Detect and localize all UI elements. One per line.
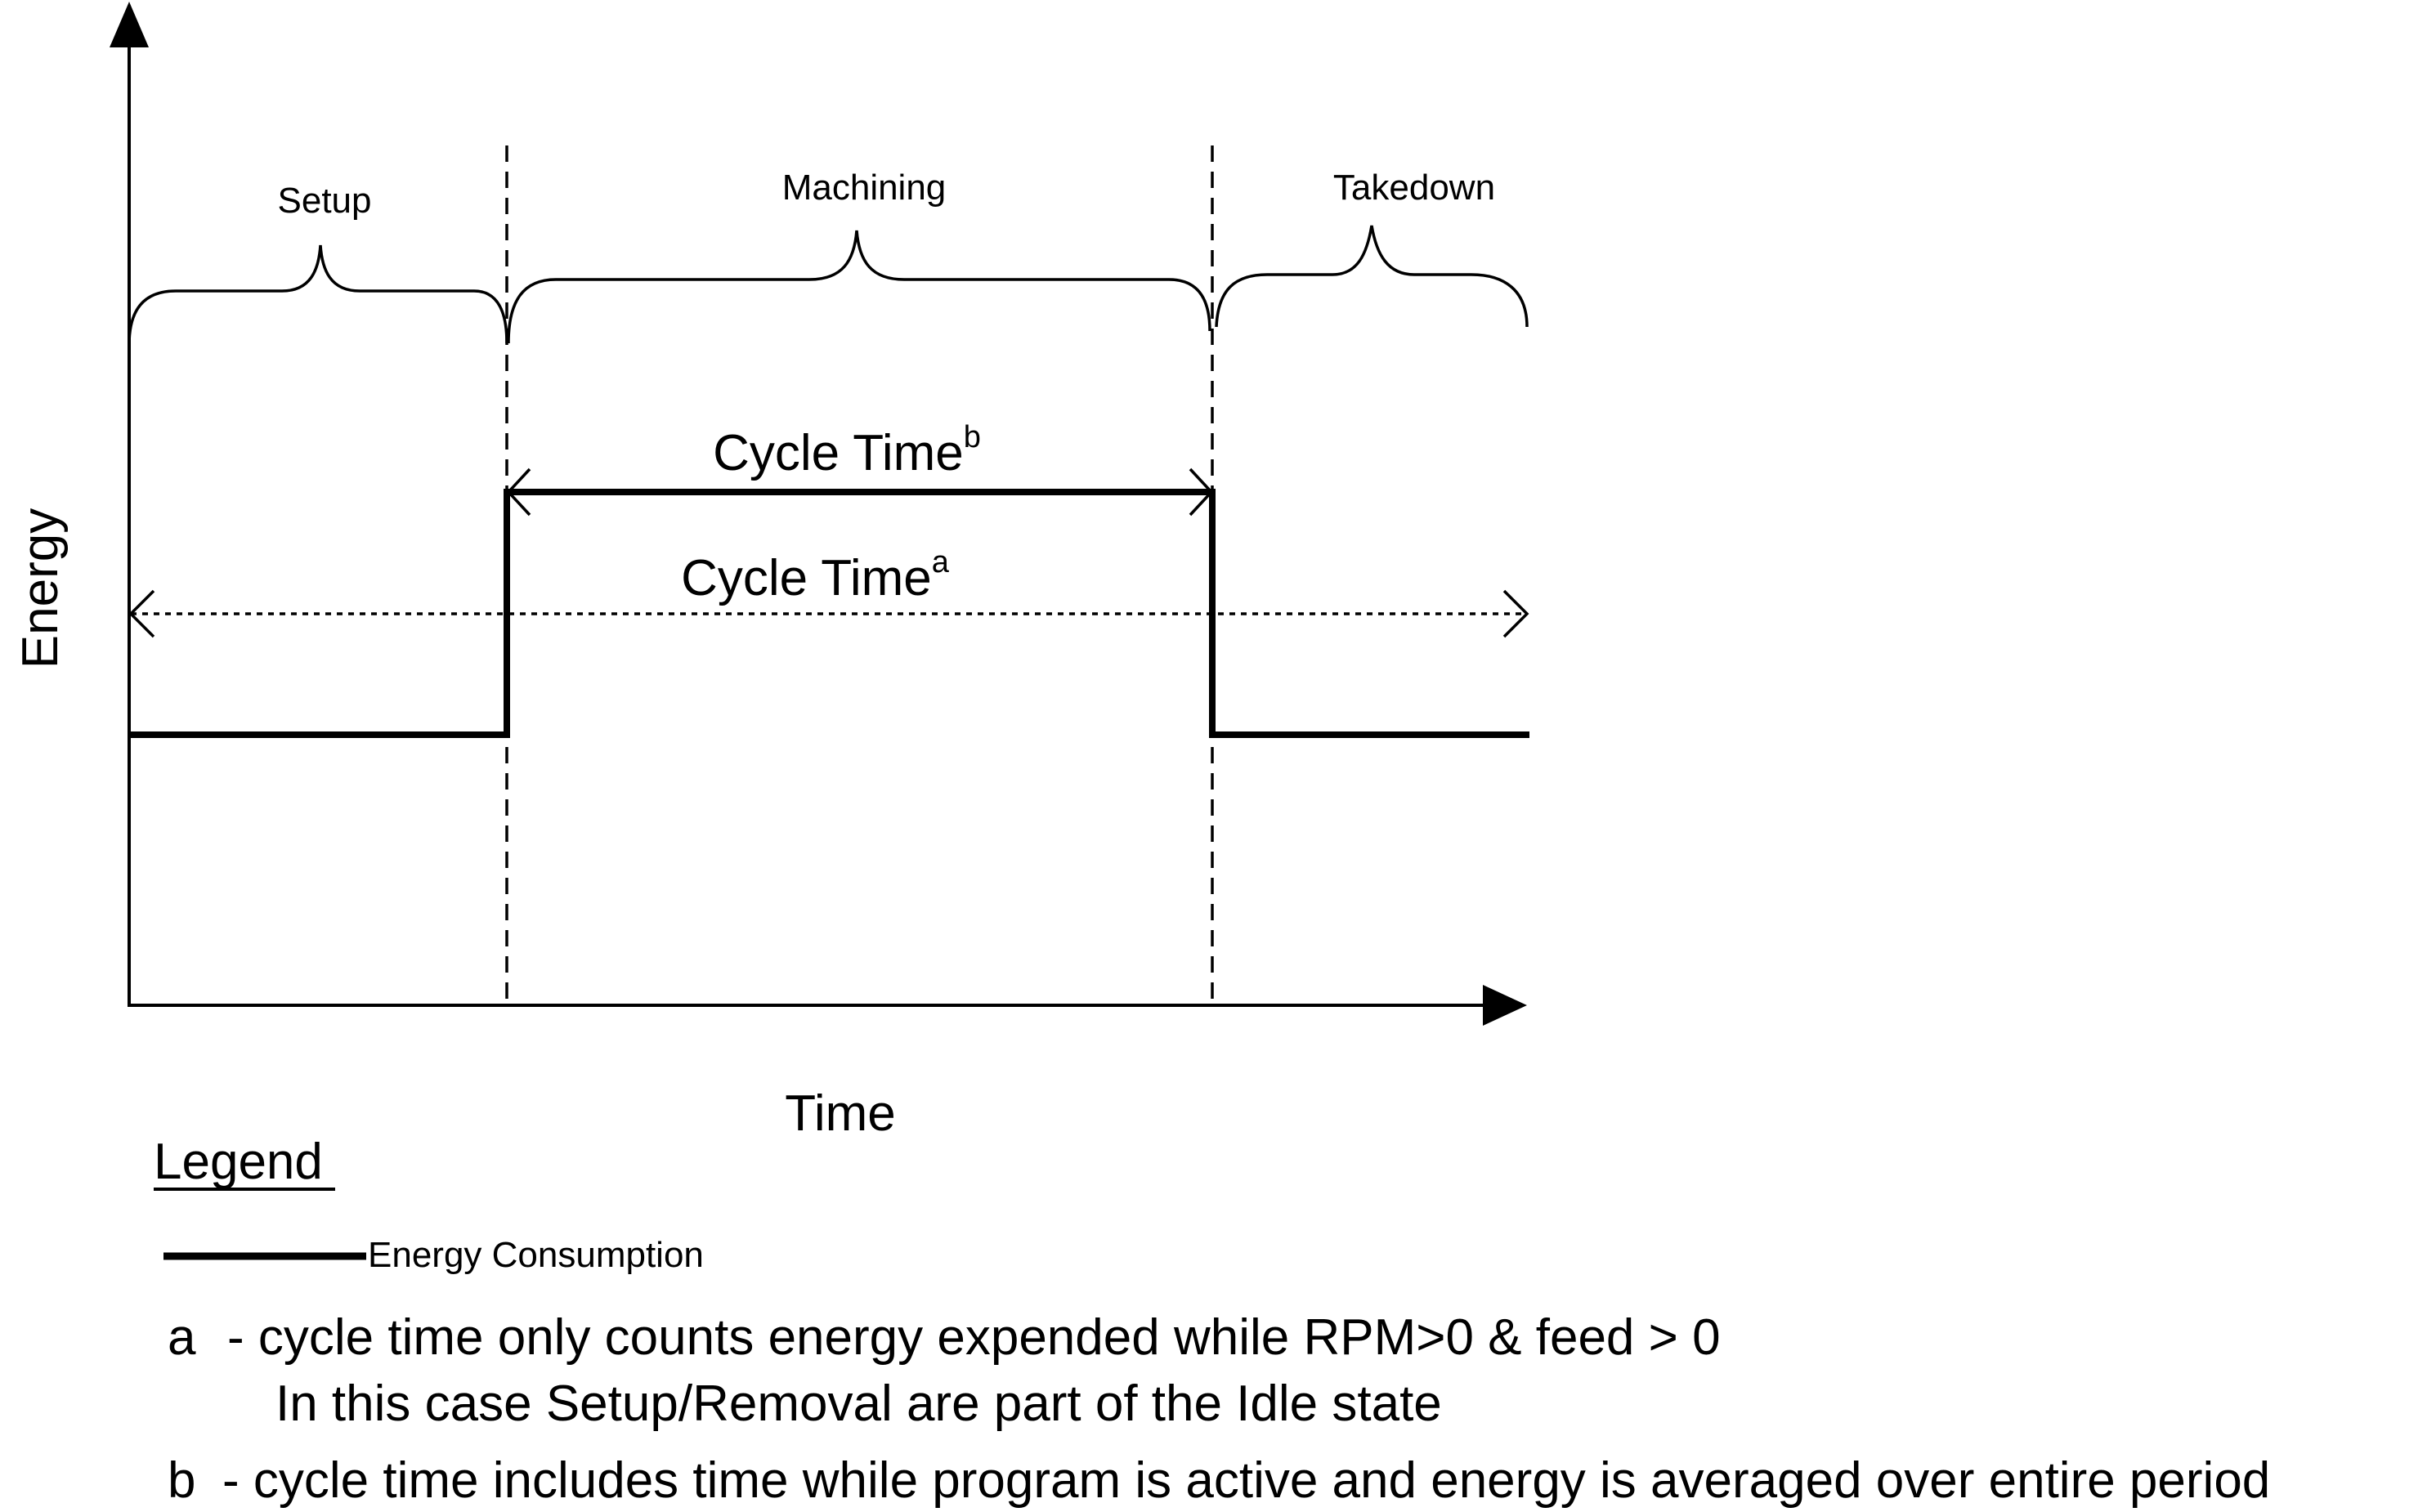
legend-title: Legend [154,1134,323,1190]
cycle-time-a-superscript: a [932,545,950,579]
y-axis-label: Energy [12,508,69,669]
y-axis-arrowhead [110,2,149,47]
takedown-brace [1215,225,1529,328]
note-a-marker: a [168,1309,196,1366]
setup-label: Setup [278,181,372,221]
machining-label: Machining [782,168,947,208]
cycle-time-b-superscript: b [964,420,981,454]
machining-brace [507,230,1211,344]
note-b-line1: - cycle time includes time while program… [222,1452,2270,1509]
axes [110,2,1527,1026]
cycle-time-b-text: Cycle Time [713,425,964,481]
note-a-line2: In this case Setup/Removal are part of t… [275,1376,1442,1432]
takedown-label: Takedown [1333,168,1495,208]
note-a-line1: - cycle time only counts energy expended… [227,1309,1721,1366]
cycle-time-a-text: Cycle Time [681,550,932,606]
cycle-time-a-left-arrowhead [128,589,155,638]
cycle-time-a-label: Cycle Timea [681,545,950,606]
note-b-marker: b [168,1452,195,1509]
x-axis-label: Time [785,1085,895,1142]
cycle-time-b-label: Cycle Timeb [713,420,981,481]
x-axis-arrowhead [1483,985,1527,1026]
legend: Legend Energy Consumption a - cycle time… [154,1134,2270,1509]
cycle-time-a-right-arrowhead [1502,589,1529,638]
cycle-time-a-arrow [128,589,1529,638]
legend-energy-label: Energy Consumption [368,1235,704,1275]
energy-consumption-line [129,489,1529,738]
setup-brace [128,244,508,346]
phase-braces [128,225,1529,346]
